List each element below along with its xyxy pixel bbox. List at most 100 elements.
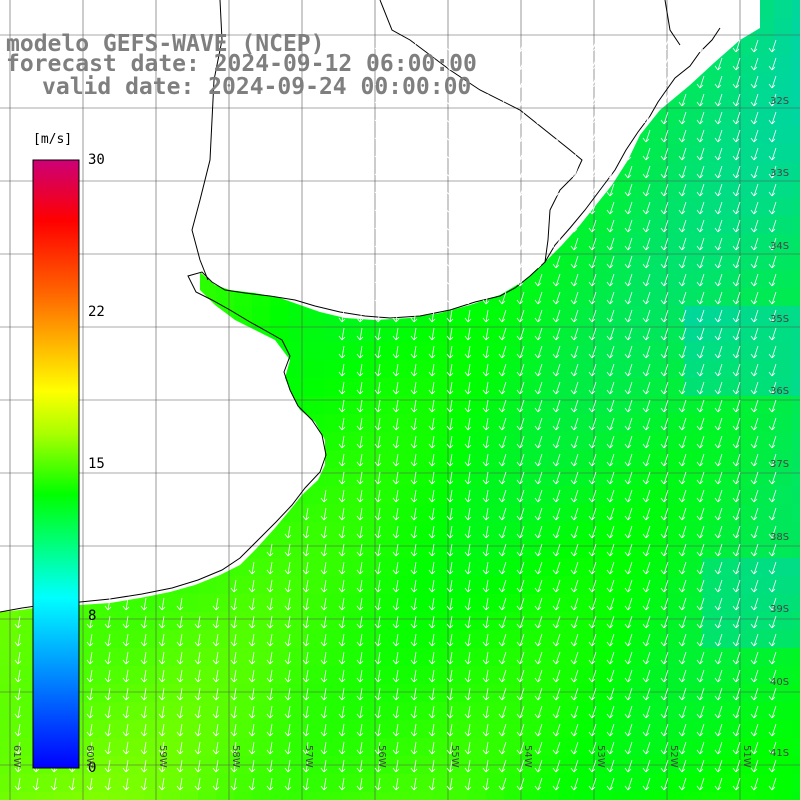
field-cell bbox=[774, 378, 792, 396]
wind-arrow bbox=[464, 237, 472, 251]
field-cell bbox=[792, 108, 800, 126]
coastline bbox=[0, 0, 721, 613]
field-cell bbox=[666, 576, 684, 594]
field-cell bbox=[360, 666, 378, 684]
field-cell bbox=[576, 306, 594, 324]
field-cell bbox=[756, 180, 774, 198]
field-cell bbox=[702, 288, 720, 306]
field-cell bbox=[216, 702, 234, 720]
field-cell bbox=[702, 324, 720, 342]
wind-arrow bbox=[248, 705, 256, 719]
field-cell bbox=[504, 612, 522, 630]
wind-arrow bbox=[410, 525, 418, 539]
wind-arrow bbox=[338, 237, 346, 251]
field-cell bbox=[738, 702, 756, 720]
wind-arrow bbox=[516, 219, 525, 233]
wind-arrow bbox=[446, 579, 454, 593]
wind-arrow bbox=[338, 777, 346, 791]
wind-arrow bbox=[732, 255, 741, 269]
wind-arrow bbox=[624, 669, 633, 683]
wind-arrow bbox=[374, 507, 382, 521]
field-cell bbox=[648, 684, 666, 702]
wind-arrow bbox=[750, 183, 759, 197]
wind-arrow bbox=[498, 597, 507, 611]
wind-arrow bbox=[392, 219, 400, 233]
field-cell bbox=[342, 468, 360, 486]
field-cell bbox=[540, 414, 558, 432]
field-cell bbox=[792, 720, 800, 738]
field-cell bbox=[234, 792, 252, 800]
field-cell bbox=[270, 324, 288, 342]
wind-arrow bbox=[768, 507, 777, 521]
field-cell bbox=[522, 792, 540, 800]
wind-arrow bbox=[696, 255, 705, 269]
wind-arrow bbox=[750, 165, 759, 179]
wind-arrow bbox=[482, 345, 490, 359]
wind-arrow bbox=[498, 381, 507, 395]
field-cell bbox=[756, 270, 774, 288]
wind-arrow bbox=[498, 237, 507, 251]
field-cell bbox=[396, 576, 414, 594]
wind-arrow bbox=[158, 705, 166, 719]
field-cell bbox=[720, 126, 738, 144]
wind-arrow bbox=[464, 561, 472, 575]
field-cell bbox=[576, 684, 594, 702]
wind-arrow bbox=[86, 687, 94, 701]
field-cell bbox=[684, 450, 702, 468]
field-cell bbox=[720, 774, 738, 792]
wind-arrow bbox=[534, 165, 543, 179]
field-cell bbox=[450, 468, 468, 486]
field-cell bbox=[702, 648, 720, 666]
wind-arrow bbox=[768, 723, 777, 737]
field-cell bbox=[288, 702, 306, 720]
field-cell bbox=[486, 594, 504, 612]
wind-arrow bbox=[642, 129, 651, 143]
field-cell bbox=[594, 540, 612, 558]
field-cell bbox=[540, 612, 558, 630]
field-cell bbox=[522, 324, 540, 342]
field-cell bbox=[720, 288, 738, 306]
field-cell bbox=[72, 792, 90, 800]
field-cell bbox=[108, 702, 126, 720]
wind-arrow bbox=[516, 75, 525, 89]
field-cell bbox=[324, 576, 342, 594]
wind-arrow bbox=[356, 111, 364, 125]
wind-arrow bbox=[768, 255, 777, 269]
wind-arrow bbox=[320, 561, 328, 575]
wind-arrow bbox=[714, 507, 723, 521]
field-cell bbox=[558, 288, 576, 306]
field-cell bbox=[666, 306, 684, 324]
field-cell bbox=[324, 540, 342, 558]
field-cell bbox=[756, 360, 774, 378]
field-cell bbox=[558, 666, 576, 684]
field-cell bbox=[252, 792, 270, 800]
field-cell bbox=[540, 342, 558, 360]
colorbar bbox=[32, 159, 80, 769]
wind-arrow bbox=[642, 39, 651, 53]
wind-arrow bbox=[768, 111, 777, 125]
wind-arrow bbox=[410, 147, 418, 161]
field-cell bbox=[684, 774, 702, 792]
wind-arrow bbox=[356, 201, 364, 215]
wind-arrow bbox=[768, 237, 777, 251]
field-cell bbox=[576, 666, 594, 684]
field-cell bbox=[648, 324, 666, 342]
wind-arrow bbox=[588, 507, 597, 521]
field-cell bbox=[774, 504, 792, 522]
field-cell bbox=[792, 216, 800, 234]
wind-arrow bbox=[140, 633, 148, 647]
wind-arrow bbox=[588, 399, 597, 413]
field-cell bbox=[774, 486, 792, 504]
wind-arrow bbox=[104, 615, 112, 629]
field-cell bbox=[594, 648, 612, 666]
wind-arrow bbox=[410, 183, 418, 197]
field-cell bbox=[738, 72, 756, 90]
wind-arrow bbox=[464, 129, 472, 143]
field-cell bbox=[522, 288, 540, 306]
wind-arrow bbox=[446, 201, 454, 215]
wind-arrow bbox=[498, 543, 507, 557]
field-cell bbox=[774, 540, 792, 558]
field-cell bbox=[774, 684, 792, 702]
field-cell bbox=[342, 522, 360, 540]
wind-arrow bbox=[660, 381, 669, 395]
